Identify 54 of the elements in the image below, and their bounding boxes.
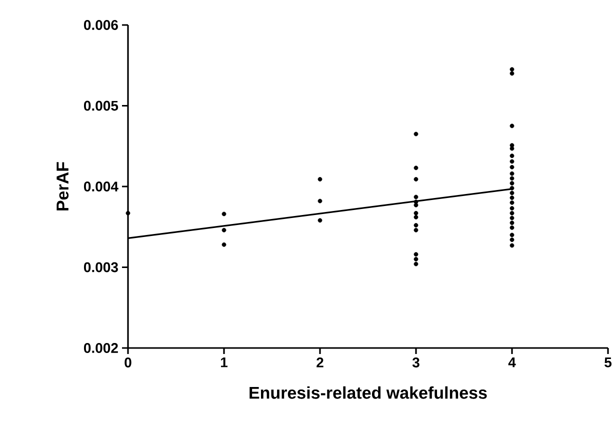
point bbox=[414, 262, 418, 266]
point bbox=[126, 210, 130, 216]
point bbox=[510, 196, 514, 200]
point bbox=[510, 200, 514, 205]
point bbox=[414, 132, 418, 136]
point bbox=[510, 220, 514, 226]
point bbox=[222, 242, 226, 247]
point bbox=[414, 214, 418, 220]
y-tick-label: 0.005 bbox=[84, 100, 118, 111]
point bbox=[510, 210, 514, 216]
point bbox=[510, 190, 514, 196]
point bbox=[510, 181, 514, 186]
point bbox=[510, 71, 514, 76]
x-tick-label: 2 bbox=[316, 358, 324, 368]
point bbox=[414, 194, 418, 200]
point bbox=[510, 216, 514, 220]
y-tick-label: 0.004 bbox=[84, 182, 118, 192]
y-axis-title: PerAF bbox=[56, 162, 69, 210]
point bbox=[510, 186, 514, 190]
point bbox=[414, 202, 418, 208]
point bbox=[510, 176, 514, 181]
point bbox=[414, 228, 418, 232]
point bbox=[510, 243, 514, 248]
point bbox=[414, 166, 418, 170]
x-tick-label: 4 bbox=[508, 358, 516, 368]
point bbox=[414, 256, 418, 262]
point bbox=[510, 171, 514, 176]
point bbox=[510, 159, 514, 164]
point bbox=[510, 225, 514, 230]
point bbox=[414, 210, 418, 216]
point bbox=[510, 67, 514, 72]
point bbox=[414, 252, 418, 257]
point bbox=[510, 154, 514, 158]
point bbox=[222, 228, 226, 232]
x-tick-label: 5 bbox=[604, 358, 612, 368]
point bbox=[510, 238, 514, 242]
point bbox=[510, 124, 514, 128]
point bbox=[414, 223, 418, 228]
x-axis-title: Enuresis-related wakefulness bbox=[250, 386, 487, 399]
point bbox=[510, 232, 514, 238]
point bbox=[318, 218, 322, 223]
point bbox=[510, 146, 514, 151]
y-tick-label: 0.006 bbox=[84, 20, 118, 30]
point bbox=[510, 164, 514, 170]
x-tick-label: 0 bbox=[124, 358, 132, 368]
x-tick-label: 3 bbox=[412, 358, 420, 368]
point bbox=[222, 212, 226, 216]
y-tick-label: 0.003 bbox=[84, 262, 118, 272]
x-tick-label: 1 bbox=[220, 358, 228, 368]
point bbox=[510, 206, 514, 210]
point bbox=[414, 177, 418, 182]
y-tick-label: 0.002 bbox=[84, 343, 118, 353]
point bbox=[318, 177, 322, 182]
point bbox=[318, 198, 322, 204]
